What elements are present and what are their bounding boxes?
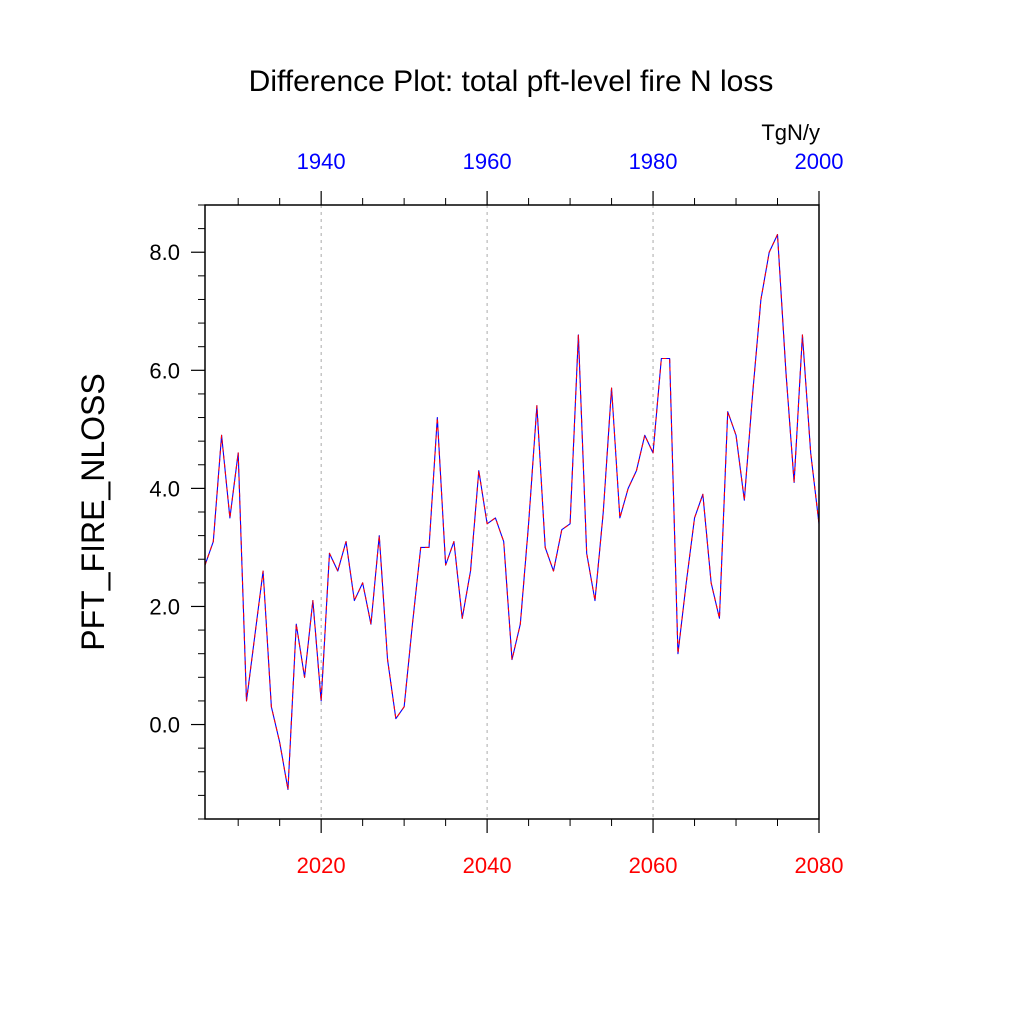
chart-title: Difference Plot: total pft-level fire N … xyxy=(249,65,774,98)
bottom-x-tick-label: 2040 xyxy=(463,853,512,878)
series-line-0-dashes xyxy=(204,233,820,791)
top-x-tick-label: 1960 xyxy=(463,149,512,174)
y-tick-label: 8.0 xyxy=(149,240,180,265)
bottom-x-tick-label: 2060 xyxy=(629,853,678,878)
y-tick-label: 0.0 xyxy=(149,713,180,738)
y-tick-label: 4.0 xyxy=(149,476,180,501)
top-x-tick-label: 1980 xyxy=(629,149,678,174)
top-x-axis: 1940 1960 1980 2000 xyxy=(237,149,844,205)
grid-lines xyxy=(320,205,654,819)
y-axis-label: PFT_FIRE_NLOSS xyxy=(75,373,111,650)
top-x-tick-label: 1940 xyxy=(297,149,346,174)
bottom-x-axis: 2020 2040 2060 2080 xyxy=(237,819,844,878)
units-label: TgN/y xyxy=(761,120,820,145)
bottom-x-tick-label: 2020 xyxy=(297,853,346,878)
y-tick-label: 2.0 xyxy=(149,594,180,619)
top-x-tick-label: 2000 xyxy=(795,149,844,174)
plot-frame xyxy=(204,204,820,820)
y-axis: 0.0 2.0 4.0 6.0 8.0 xyxy=(149,204,205,820)
y-tick-label: 6.0 xyxy=(149,358,180,383)
bottom-x-tick-label: 2080 xyxy=(795,853,844,878)
series-line-0-base xyxy=(204,233,820,791)
series-layer xyxy=(204,233,820,791)
